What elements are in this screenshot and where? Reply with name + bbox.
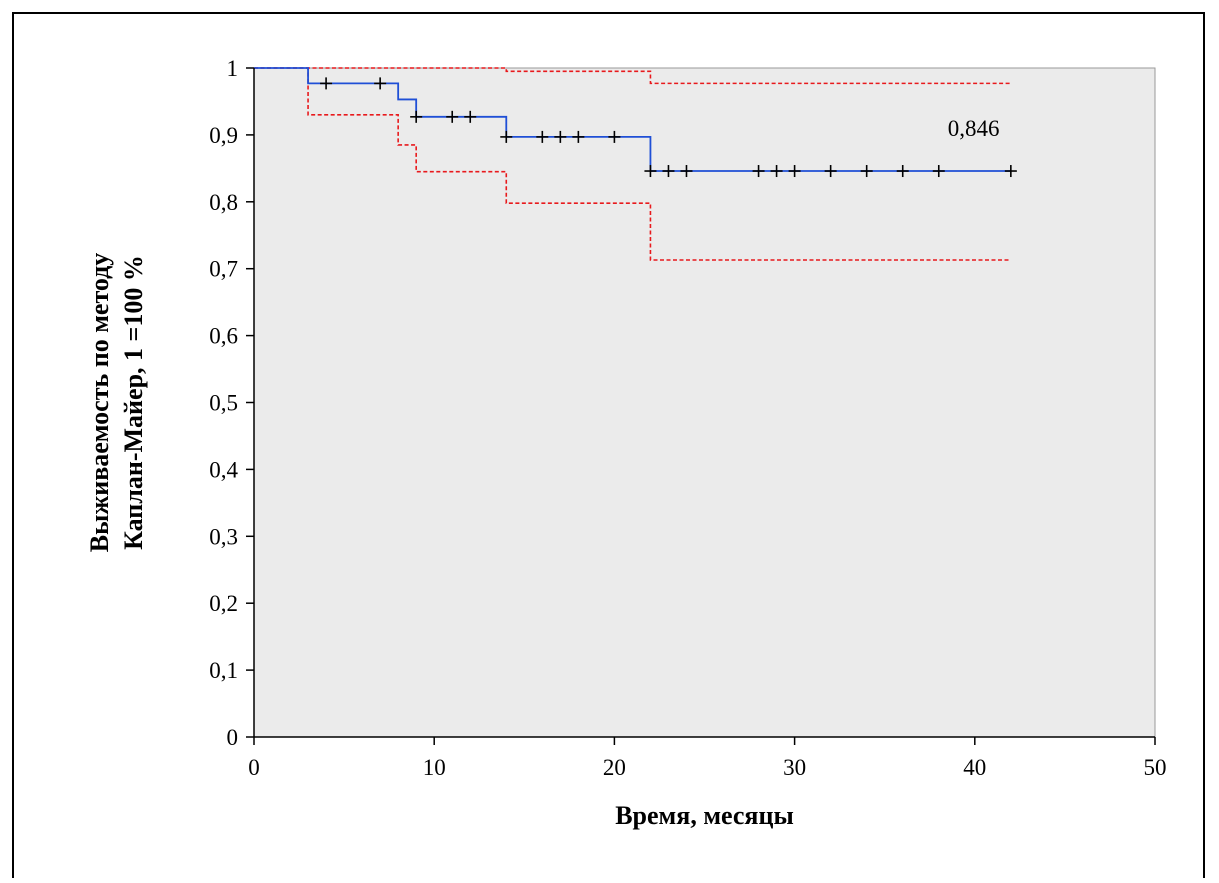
y-axis-title-line-2: Каплан-Майер, 1 =100 % [119, 255, 148, 550]
x-axis-title: Время, месяцы [615, 801, 794, 830]
y-tick-label: 0 [227, 725, 239, 750]
x-tick-label: 40 [963, 755, 986, 780]
plot-area [253, 67, 1156, 738]
y-tick-label: 0,4 [209, 457, 238, 482]
censor-mark [662, 165, 675, 178]
y-tick-label: 0,9 [209, 123, 238, 148]
survival-line [254, 67, 1011, 172]
x-tick-label: 50 [1144, 755, 1167, 780]
censor-mark [410, 110, 423, 123]
censor-mark [788, 165, 801, 178]
x-tick-label: 0 [248, 755, 260, 780]
censor-mark [896, 165, 909, 178]
censor-mark [770, 165, 783, 178]
x-tick-label: 10 [423, 755, 446, 780]
censor-mark [1004, 165, 1017, 178]
censor-mark [608, 130, 621, 143]
censor-mark [374, 77, 387, 90]
x-tick-label: 20 [603, 755, 626, 780]
censor-mark [932, 165, 945, 178]
censor-mark [644, 165, 657, 178]
survival-curve [254, 67, 1011, 172]
x-tick-label: 30 [783, 755, 806, 780]
censor-mark [860, 165, 873, 178]
censor-mark [446, 110, 459, 123]
censor-mark [320, 77, 333, 90]
censor-mark [554, 130, 567, 143]
y-tick-label: 0,1 [209, 658, 238, 683]
censor-mark [680, 165, 693, 178]
x-axis-ticks: 0 10 20 30 40 50 [248, 737, 1167, 780]
censor-marks [320, 77, 1017, 178]
ci-lower-line [254, 67, 1011, 261]
y-tick-label: 0,2 [209, 591, 238, 616]
y-tick-label: 0,8 [209, 190, 238, 215]
y-axis-ticks: 0 0,1 0,2 0,3 0,4 0,5 0,6 0,7 0,8 0,9 1 [209, 56, 254, 750]
y-tick-label: 0,5 [209, 391, 238, 416]
censor-mark [536, 130, 549, 143]
censor-mark [572, 130, 585, 143]
censor-mark [500, 130, 513, 143]
y-tick-label: 0,7 [209, 257, 238, 282]
y-tick-label: 1 [227, 56, 239, 81]
y-tick-label: 0,3 [209, 524, 238, 549]
censor-mark [464, 110, 477, 123]
y-axis-title-line-1: Выживаемость по методу [85, 253, 114, 553]
axes [253, 68, 1155, 738]
figure-frame [12, 12, 1205, 878]
survival-annotation: 0,846 [948, 116, 1000, 141]
censor-mark [752, 165, 765, 178]
y-tick-label: 0,6 [209, 324, 238, 349]
censor-mark [824, 165, 837, 178]
